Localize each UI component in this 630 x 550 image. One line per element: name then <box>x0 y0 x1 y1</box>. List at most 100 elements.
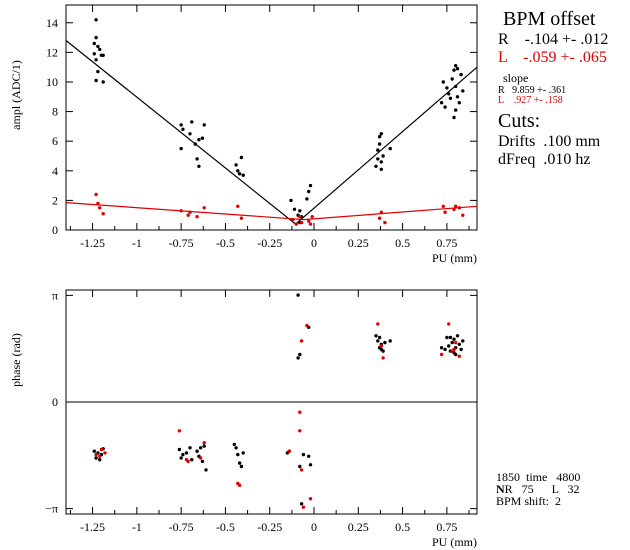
data-point-R <box>379 167 383 171</box>
data-point-L <box>452 207 456 211</box>
data-point-R <box>461 89 465 93</box>
data-point-R <box>381 154 385 158</box>
data-point-L <box>308 222 313 226</box>
data-point-L <box>439 352 444 357</box>
data-point-R <box>94 18 98 22</box>
x-tick-label: 0.5 <box>395 520 410 534</box>
data-point-R <box>202 123 206 127</box>
x-tick-label: -0.5 <box>216 236 235 250</box>
y-tick-label: 6 <box>52 134 58 148</box>
counts-prefix: N <box>496 482 505 496</box>
data-point-R <box>454 63 458 68</box>
data-point-R <box>379 160 383 164</box>
data-point-R <box>377 135 382 139</box>
data-point-L <box>307 219 311 223</box>
cut-drifts: Drifts .100 mm <box>498 133 601 150</box>
data-point-L <box>383 220 387 225</box>
cut-dfreq: dFreq .010 hz <box>498 151 591 168</box>
x-tick-label: 0.75 <box>436 236 457 250</box>
data-point-L <box>291 217 295 222</box>
data-point-R <box>234 446 238 450</box>
y-tick-label: 0 <box>52 223 58 237</box>
data-point-R <box>239 464 244 469</box>
data-point-R <box>292 207 297 211</box>
y-tick-label: 8 <box>52 105 58 119</box>
data-point-R <box>448 96 453 101</box>
data-point-R <box>195 449 199 453</box>
data-point-R <box>202 444 206 448</box>
counts: R 75 L 32 <box>504 482 580 496</box>
data-point-R <box>452 68 456 72</box>
data-point-R <box>448 335 453 340</box>
data-point-R <box>441 80 445 84</box>
offset-R: R -.104 +- .012 <box>498 31 609 48</box>
data-point-L <box>461 213 465 217</box>
slope-R: R 9.859 +- .361 <box>498 85 567 96</box>
data-point-R <box>98 458 102 462</box>
data-point-R <box>188 446 192 450</box>
data-point-R <box>96 44 100 49</box>
data-point-L <box>454 204 458 208</box>
data-point-R <box>305 197 309 201</box>
fit-line-R <box>65 40 478 225</box>
data-point-L <box>379 344 383 348</box>
data-point-L <box>298 410 302 414</box>
y-tick-label: 4 <box>52 164 58 178</box>
y-axis-title: ampl (ADC/1) <box>9 60 23 130</box>
x-axis-title: PU (mm) <box>432 535 477 549</box>
data-point-R <box>241 173 245 177</box>
data-point-R <box>289 198 293 203</box>
data-point-R <box>447 92 451 96</box>
data-point-R <box>452 337 456 341</box>
data-point-R <box>237 461 242 465</box>
data-point-R <box>94 456 98 460</box>
data-point-R <box>200 136 205 140</box>
x-axis-title: PU (mm) <box>432 251 477 265</box>
data-point-R <box>445 335 449 340</box>
data-point-L <box>202 441 206 445</box>
cuts-label: Cuts: <box>498 110 541 132</box>
data-point-R <box>236 169 240 173</box>
data-point-R <box>195 157 199 161</box>
data-point-R <box>454 84 458 89</box>
data-point-L <box>376 322 380 326</box>
data-point-R <box>234 163 238 167</box>
data-point-R <box>101 80 105 84</box>
data-point-L <box>308 497 313 501</box>
data-point-L <box>301 505 306 509</box>
data-point-L <box>443 210 447 214</box>
y-tick-label: 14 <box>46 16 58 30</box>
data-point-R <box>92 449 97 453</box>
data-point-L <box>299 468 304 472</box>
x-tick-label: -0.75 <box>169 520 194 534</box>
x-tick-label: -1.25 <box>80 236 105 250</box>
data-point-R <box>200 459 205 464</box>
data-point-R <box>179 146 183 151</box>
data-point-R <box>454 108 458 112</box>
x-tick-label: 0 <box>311 236 317 250</box>
data-point-R <box>459 72 463 77</box>
data-point-R <box>188 132 192 136</box>
data-point-R <box>101 53 105 57</box>
data-point-R <box>232 442 236 447</box>
data-point-R <box>379 132 383 136</box>
data-point-R <box>388 339 392 343</box>
data-point-R <box>455 334 460 338</box>
data-point-L <box>99 447 104 452</box>
data-point-R <box>447 344 451 348</box>
y-tick-label: 10 <box>46 75 58 89</box>
data-point-R <box>374 164 378 168</box>
data-point-R <box>181 452 185 457</box>
data-point-R <box>179 123 183 127</box>
data-point-R <box>457 101 461 105</box>
data-point-R <box>92 52 97 56</box>
y-tick-label: −π <box>45 502 58 516</box>
data-point-R <box>198 446 203 450</box>
x-tick-label: -0.5 <box>216 520 235 534</box>
data-point-L <box>202 206 206 210</box>
bpm-offset-panel: BPM offset R -.104 +- .012 L -.059 +- .0… <box>498 8 628 169</box>
x-tick-label: -1.25 <box>80 520 105 534</box>
data-point-R <box>308 183 313 188</box>
data-point-R <box>298 464 302 469</box>
data-point-R <box>377 335 382 340</box>
